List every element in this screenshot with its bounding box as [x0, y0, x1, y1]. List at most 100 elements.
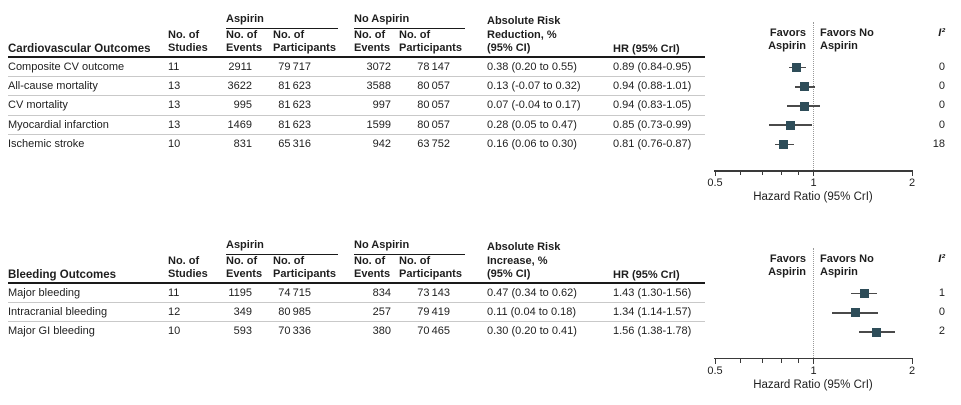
aspirin-participants-count: 70 336: [278, 325, 311, 338]
hazard-ratio-value: 0.94 (0.88-1.01): [613, 80, 692, 93]
absolute-risk-value: 0.13 (-0.07 to 0.32): [487, 80, 581, 93]
aspirin-events-count: 2911: [228, 61, 252, 73]
cardiovascular-outcomes-panel: Cardiovascular Outcomes No. of Studies A…: [0, 13, 961, 203]
studies-count: 13: [168, 118, 181, 131]
table-row: Intracranial bleeding 12 349 80 985 257 …: [0, 303, 961, 323]
aspirin-events-column-header: No. of Events: [226, 29, 263, 54]
outcome-label: Myocardial infarction: [8, 118, 109, 131]
studies-column-header: No. of Studies: [168, 255, 208, 280]
no-aspirin-events-count: 1599: [366, 118, 391, 131]
studies-count: 13: [168, 99, 181, 112]
favors-no-aspirin-label: Favors No Aspirin: [820, 253, 874, 278]
aspirin-participants-count: 81 623: [278, 118, 311, 131]
no-aspirin-participants-count: 79 419: [417, 306, 450, 319]
header-rule: [8, 56, 705, 58]
hazard-ratio-value: 1.34 (1.14-1.57): [613, 306, 692, 319]
axis-tick-label: 2: [908, 177, 916, 189]
no-aspirin-group-header: No Aspirin: [354, 13, 410, 25]
hazard-ratio-value: 1.43 (1.30-1.56): [613, 287, 692, 299]
no-aspirin-participants-count: 80 057: [417, 99, 450, 112]
plot: 0.5 1 2 Hazard Ratio (95% CrI): [0, 226, 961, 405]
no-aspirin-events-count: 380: [372, 325, 391, 338]
hazard-ratio-value: 0.85 (0.73-0.99): [613, 118, 692, 131]
hr-column-header: HR (95% CrI): [613, 269, 680, 281]
no-aspirin-events-count: 257: [372, 306, 391, 319]
reference-line: [813, 22, 814, 170]
hazard-ratio-value: 0.94 (0.83-1.05): [613, 99, 692, 112]
aspirin-group-header: Aspirin: [226, 13, 264, 25]
no-aspirin-events-column-header: No. of Events: [354, 29, 391, 54]
i2-value: 0: [938, 118, 945, 131]
no-aspirin-events-column-header: No. of Events: [354, 255, 391, 280]
axis-tick-label: 1: [810, 177, 817, 189]
axis-line: [714, 170, 913, 172]
aspirin-participants-count: 65 316: [278, 137, 311, 150]
absolute-risk-value: 0.11 (0.04 to 0.18): [487, 306, 577, 319]
i2-value: 0: [938, 306, 945, 319]
header-rule: [8, 282, 705, 284]
table-row: CV mortality 13 995 81 623 997 80 057 0.…: [0, 96, 961, 116]
axis-minor-tick: [762, 358, 764, 363]
aspirin-participants-count: 74 715: [278, 287, 311, 299]
table-row: Major GI bleeding 10 593 70 336 380 70 4…: [0, 322, 961, 341]
aspirin-participants-column-header: No. of Participants: [273, 255, 336, 280]
outcome-column-header: Cardiovascular Outcomes: [8, 43, 151, 55]
i2-value: 0: [938, 61, 945, 73]
aspirin-events-count: 3622: [227, 80, 252, 93]
no-aspirin-participants-count: 80 057: [417, 80, 450, 93]
axis-major-tick: [911, 358, 913, 364]
row-separator: [8, 133, 705, 135]
axis-major-tick: [813, 358, 814, 364]
aspirin-participants-count: 79 717: [278, 61, 311, 73]
studies-count: 11: [168, 287, 180, 299]
axis-tick-label: 0.5: [707, 364, 723, 377]
axis-title: Hazard Ratio (95% CrI): [753, 378, 873, 391]
axis-minor-tick: [740, 171, 742, 175]
row-separator: [8, 321, 705, 323]
outcome-label: Composite CV outcome: [8, 61, 125, 73]
i2-value: 18: [932, 137, 945, 150]
i2-column-header: I²: [938, 27, 945, 39]
hr-point-marker: [850, 308, 860, 318]
row-separator: [8, 114, 705, 116]
aspirin-events-column-header: No. of Events: [226, 255, 263, 280]
absolute-risk-column-header: Absolute Risk Increase, % (95% CI): [487, 241, 561, 280]
axis-tick-label: 0.5: [707, 177, 723, 189]
i2-value: 1: [938, 287, 945, 299]
hr-point-marker: [785, 120, 795, 130]
table-row: Ischemic stroke 10 831 65 316 942 63 752…: [0, 135, 961, 154]
table-row: Composite CV outcome 11 2911 79 717 3072…: [0, 58, 961, 78]
hr-column-header: HR (95% CrI): [613, 43, 680, 55]
no-aspirin-events-count: 997: [372, 99, 391, 112]
rows: Major bleeding 11 1195 74 715 834 73 143…: [0, 226, 961, 405]
i2-value: 0: [938, 80, 945, 93]
outcome-column-header: Bleeding Outcomes: [8, 269, 116, 281]
favors-aspirin-label: Favors Aspirin: [768, 27, 806, 52]
i2-column-header: I²: [938, 253, 945, 265]
aspirin-participants-column-header: No. of Participants: [273, 29, 336, 54]
hazard-ratio-value: 1.56 (1.38-1.78): [613, 325, 692, 338]
absolute-risk-value: 0.16 (0.06 to 0.30): [487, 137, 577, 150]
axis-minor-tick: [740, 358, 742, 363]
axis-minor-tick: [781, 358, 783, 363]
axis-minor-tick: [798, 171, 799, 175]
no-aspirin-participants-count: 80 057: [417, 118, 450, 131]
aspirin-participants-count: 81 623: [278, 80, 311, 93]
no-aspirin-group-underline: [354, 28, 465, 29]
plot: 0.5 1 2 Hazard Ratio (95% CrI): [707, 22, 916, 203]
aspirin-group-underline: [226, 28, 338, 29]
studies-count: 12: [168, 306, 181, 319]
outcome-label: CV mortality: [8, 99, 68, 112]
studies-count: 10: [168, 325, 181, 338]
no-aspirin-group-underline: [354, 254, 465, 255]
no-aspirin-events-count: 834: [372, 287, 391, 299]
outcome-label: Ischemic stroke: [8, 137, 85, 150]
favors-aspirin-label: Favors Aspirin: [768, 253, 806, 278]
row-separator: [8, 302, 705, 304]
axis-major-tick: [714, 358, 716, 364]
outcome-label: Major bleeding: [8, 287, 81, 299]
table-row: Major bleeding 11 1195 74 715 834 73 143…: [0, 284, 961, 304]
reference-line: [813, 248, 814, 358]
no-aspirin-participants-count: 70 465: [417, 325, 450, 338]
